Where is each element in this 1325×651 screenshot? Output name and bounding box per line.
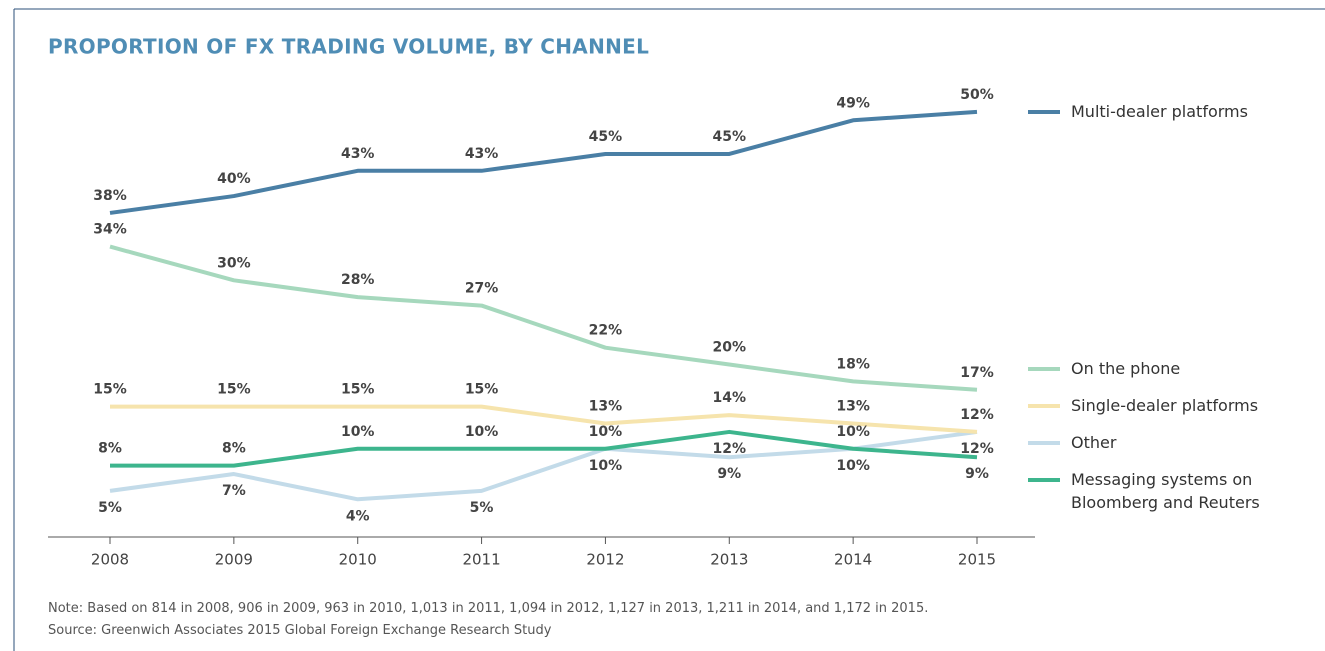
x-tick-label: 2015 [958,551,996,569]
data-label: 40% [217,171,251,187]
series-line [110,429,978,468]
data-label: 27% [465,281,499,297]
data-label: 34% [93,222,127,238]
data-label: 14% [713,390,747,406]
data-label: 28% [341,272,375,288]
data-label: 49% [836,95,870,111]
legend-item: Single-dealer platforms [1028,394,1298,417]
data-label: 4% [346,508,370,524]
legend-swatch [1028,109,1060,114]
data-label: 10% [589,458,623,474]
data-label: 10% [836,424,870,440]
note: Note: Based on 814 in 2008, 906 in 2009,… [48,601,929,616]
data-label: 15% [465,382,499,398]
x-tick-label: 2011 [462,551,500,569]
legend-swatch [1028,403,1060,408]
legend-label: Other [1071,433,1117,452]
legend-swatch [1028,477,1060,482]
data-label: 17% [960,365,994,381]
chart-title: PROPORTION OF FX TRADING VOLUME, BY CHAN… [48,35,649,59]
data-label: 43% [341,146,375,162]
data-label: 12% [713,441,747,457]
data-label: 13% [589,399,623,415]
legend-label: Multi-dealer platforms [1071,102,1248,121]
legend-item: Other [1028,431,1298,454]
x-tick-label: 2010 [339,551,377,569]
data-label: 30% [217,255,251,271]
legend-swatch [1028,440,1060,445]
data-label: 8% [222,441,246,457]
data-label: 8% [98,441,122,457]
series-line [110,404,978,434]
legend-label: On the phone [1071,359,1181,378]
data-label: 9% [717,466,741,482]
source: Source: Greenwich Associates 2015 Global… [48,623,552,638]
x-tick-label: 2008 [91,551,129,569]
data-label: 10% [836,458,870,474]
legend-item: Messaging systems on Bloomberg and Reute… [1028,468,1298,514]
x-tick-label: 2009 [215,551,253,569]
data-label: 13% [836,399,870,415]
data-label: 10% [465,424,499,440]
data-label: 45% [713,129,747,145]
data-label: 18% [836,356,870,372]
data-label: 15% [93,382,127,398]
data-label: 5% [98,500,122,516]
legend-label: Single-dealer platforms [1071,396,1259,415]
data-label: 20% [713,340,747,356]
data-label: 12% [960,441,994,457]
x-tick-label: 2012 [586,551,624,569]
data-label: 15% [217,382,251,398]
data-label: 45% [589,129,623,145]
legend-swatch [1028,366,1060,371]
data-label: 12% [960,407,994,423]
data-label: 22% [589,323,623,339]
x-tick-label: 2013 [710,551,748,569]
legend-item: Multi-dealer platforms [1028,100,1298,123]
series-line [109,429,978,502]
data-label: 50% [960,87,994,103]
data-label: 5% [470,500,494,516]
data-label: 38% [93,188,127,204]
series-line [109,244,978,392]
data-label: 43% [465,146,499,162]
series-line [109,109,978,215]
data-label: 10% [589,424,623,440]
data-label: 10% [341,424,375,440]
x-tick-label: 2014 [834,551,872,569]
data-label: 7% [222,483,246,499]
data-label: 9% [965,466,989,482]
legend-item: On the phone [1028,357,1298,380]
legend-label: Messaging systems on Bloomberg and Reute… [1071,470,1260,512]
data-label: 15% [341,382,375,398]
